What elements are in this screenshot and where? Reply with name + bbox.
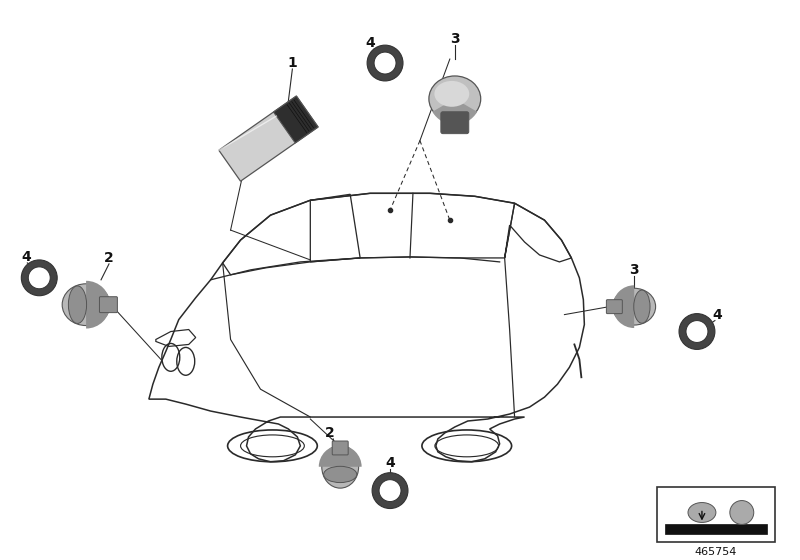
Ellipse shape: [62, 284, 110, 325]
FancyBboxPatch shape: [99, 297, 118, 312]
Text: 4: 4: [385, 456, 395, 470]
Wedge shape: [613, 285, 634, 328]
Ellipse shape: [434, 81, 470, 107]
Circle shape: [372, 473, 408, 508]
Text: 4: 4: [712, 307, 722, 321]
Polygon shape: [219, 96, 318, 181]
Text: 2: 2: [326, 426, 335, 440]
Bar: [665, 524, 766, 534]
Text: 2: 2: [104, 251, 114, 265]
Circle shape: [28, 267, 50, 289]
Text: 4: 4: [22, 250, 31, 264]
Ellipse shape: [324, 466, 357, 483]
Wedge shape: [318, 445, 362, 466]
Text: 1: 1: [287, 56, 298, 70]
Ellipse shape: [613, 288, 656, 325]
Circle shape: [686, 320, 708, 343]
Circle shape: [22, 260, 57, 296]
FancyBboxPatch shape: [332, 441, 348, 455]
Circle shape: [679, 314, 715, 349]
Ellipse shape: [429, 76, 481, 122]
Bar: [657, 487, 774, 542]
Circle shape: [379, 480, 401, 502]
Ellipse shape: [634, 290, 650, 323]
Circle shape: [730, 501, 754, 524]
Wedge shape: [432, 99, 478, 125]
Text: 3: 3: [630, 263, 639, 277]
FancyBboxPatch shape: [441, 112, 469, 134]
Ellipse shape: [68, 286, 86, 324]
Circle shape: [374, 52, 396, 74]
Ellipse shape: [688, 502, 716, 522]
Circle shape: [367, 45, 403, 81]
Wedge shape: [86, 281, 110, 329]
Ellipse shape: [322, 445, 358, 488]
Text: 4: 4: [366, 36, 375, 50]
Polygon shape: [274, 96, 318, 143]
FancyBboxPatch shape: [606, 300, 622, 314]
Text: 465754: 465754: [694, 547, 737, 557]
Text: 3: 3: [450, 32, 460, 46]
